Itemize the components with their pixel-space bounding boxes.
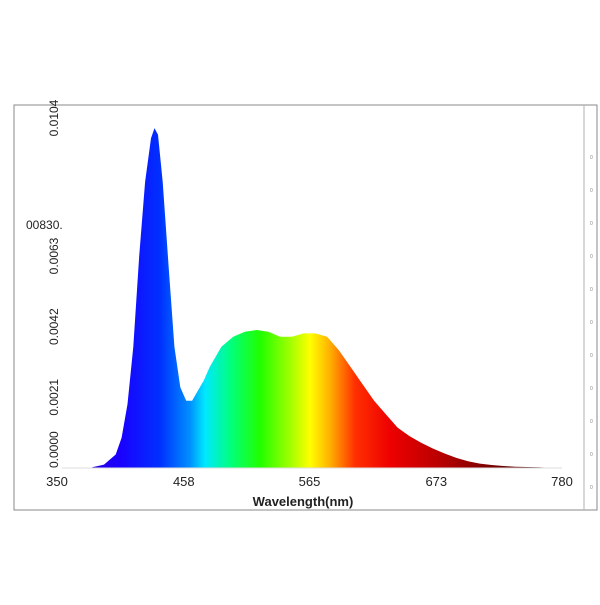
- right-tick-label: 0: [590, 188, 593, 194]
- right-tick-label: 0: [590, 353, 593, 359]
- x-tick-label: 780: [551, 474, 573, 489]
- y-tick-label: 0.0042: [47, 308, 61, 345]
- right-tick-label: 0: [590, 485, 593, 491]
- right-tick-label: 0: [590, 419, 593, 425]
- y-tick-label: 0.0063: [47, 237, 61, 274]
- y-tick-label: 0.0000: [47, 431, 61, 468]
- x-tick-label: 350: [46, 474, 68, 489]
- x-tick-label: 458: [173, 474, 195, 489]
- right-tick-label: 0: [590, 287, 593, 293]
- x-tick-label: 565: [299, 474, 321, 489]
- right-tick-label: 0: [590, 452, 593, 458]
- right-tick-label: 0: [590, 254, 593, 260]
- spectrum-area: [92, 128, 562, 468]
- right-tick-label: 0: [590, 320, 593, 326]
- right-tick-label: 0: [590, 155, 593, 161]
- right-tick-label: 0: [590, 386, 593, 392]
- x-axis-label: Wavelength(nm): [253, 494, 354, 509]
- y-axis-ticks: 0.0000 0.0021 0.0042 0.0063 0.0104: [47, 99, 61, 468]
- right-tick-label: 0: [590, 221, 593, 227]
- x-tick-label: 673: [425, 474, 447, 489]
- y-tick-label: 0.0104: [47, 99, 61, 136]
- stray-label: 00830.: [26, 218, 63, 232]
- right-axis-ticks: 0 0 0 0 0 0 0 0 0 0 0: [590, 155, 593, 491]
- y-tick-label: 0.0021: [47, 379, 61, 416]
- x-axis-ticks: 350 458 565 673 780: [46, 474, 573, 489]
